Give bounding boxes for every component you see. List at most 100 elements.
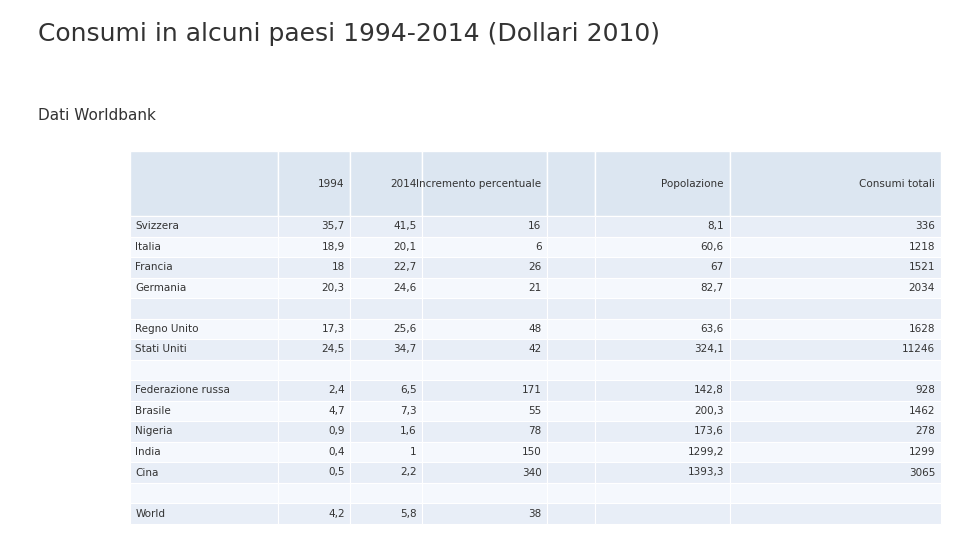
Bar (595, 339, 730, 360)
Text: 324,1: 324,1 (694, 345, 724, 354)
Bar (350, 442, 422, 462)
Bar (350, 151, 422, 216)
Bar (422, 257, 547, 278)
Text: 82,7: 82,7 (701, 283, 724, 293)
Text: 0,9: 0,9 (328, 427, 345, 436)
Text: 1521: 1521 (908, 262, 935, 272)
Text: 340: 340 (521, 468, 541, 477)
Text: 17,3: 17,3 (322, 324, 345, 334)
Bar (595, 278, 730, 298)
Bar (350, 503, 422, 524)
Text: 48: 48 (528, 324, 541, 334)
Bar (278, 151, 350, 216)
Text: 1393,3: 1393,3 (687, 468, 724, 477)
Bar (130, 151, 278, 216)
Text: 2014: 2014 (391, 179, 417, 188)
Bar (350, 462, 422, 483)
Bar (130, 278, 278, 298)
Bar (350, 401, 422, 421)
Bar (350, 278, 422, 298)
Text: 278: 278 (915, 427, 935, 436)
Text: Consumi in alcuni paesi 1994-2014 (Dollari 2010): Consumi in alcuni paesi 1994-2014 (Dolla… (38, 22, 660, 45)
Bar (278, 319, 350, 339)
Bar (730, 298, 941, 319)
Text: 78: 78 (528, 427, 541, 436)
Text: 25,6: 25,6 (394, 324, 417, 334)
Bar (130, 360, 278, 380)
Text: 35,7: 35,7 (322, 221, 345, 231)
Text: 0,4: 0,4 (328, 447, 345, 457)
Bar (730, 483, 941, 503)
Text: 60,6: 60,6 (701, 242, 724, 252)
Bar (278, 216, 350, 237)
Text: 200,3: 200,3 (694, 406, 724, 416)
Bar (278, 257, 350, 278)
Bar (547, 380, 595, 401)
Bar (595, 360, 730, 380)
Text: 11246: 11246 (901, 345, 935, 354)
Bar (350, 298, 422, 319)
Bar (547, 442, 595, 462)
Text: Brasile: Brasile (135, 406, 171, 416)
Text: 1299: 1299 (908, 447, 935, 457)
Text: 2,2: 2,2 (400, 468, 417, 477)
Text: 4,2: 4,2 (328, 509, 345, 518)
Bar (730, 216, 941, 237)
Bar (278, 360, 350, 380)
Text: 26: 26 (528, 262, 541, 272)
Text: 173,6: 173,6 (694, 427, 724, 436)
Bar (730, 401, 941, 421)
Bar (730, 319, 941, 339)
Text: 336: 336 (915, 221, 935, 231)
Bar (547, 483, 595, 503)
Text: 38: 38 (528, 509, 541, 518)
Text: Dati Worldbank: Dati Worldbank (38, 108, 156, 123)
Bar (422, 216, 547, 237)
Bar (422, 319, 547, 339)
Bar (595, 298, 730, 319)
Bar (350, 483, 422, 503)
Bar (730, 237, 941, 257)
Text: 20,3: 20,3 (322, 283, 345, 293)
Bar (130, 503, 278, 524)
Text: 1218: 1218 (908, 242, 935, 252)
Bar (130, 257, 278, 278)
Bar (730, 257, 941, 278)
Text: Svizzera: Svizzera (135, 221, 180, 231)
Text: Consumi totali: Consumi totali (859, 179, 935, 188)
Text: 41,5: 41,5 (394, 221, 417, 231)
Bar (278, 278, 350, 298)
Bar (422, 462, 547, 483)
Text: 0,5: 0,5 (328, 468, 345, 477)
Bar (350, 339, 422, 360)
Bar (547, 151, 595, 216)
Text: Federazione russa: Federazione russa (135, 386, 230, 395)
Bar (130, 421, 278, 442)
Text: 3065: 3065 (909, 468, 935, 477)
Text: 7,3: 7,3 (400, 406, 417, 416)
Bar (422, 380, 547, 401)
Bar (130, 401, 278, 421)
Bar (595, 483, 730, 503)
Text: 63,6: 63,6 (701, 324, 724, 334)
Bar (422, 151, 547, 216)
Text: 142,8: 142,8 (694, 386, 724, 395)
Text: Francia: Francia (135, 262, 173, 272)
Bar (350, 421, 422, 442)
Bar (547, 462, 595, 483)
Bar (130, 319, 278, 339)
Bar (422, 401, 547, 421)
Bar (730, 360, 941, 380)
Text: World: World (135, 509, 165, 518)
Text: 21: 21 (528, 283, 541, 293)
Bar (595, 237, 730, 257)
Text: 1,6: 1,6 (400, 427, 417, 436)
Bar (595, 401, 730, 421)
Text: 22,7: 22,7 (394, 262, 417, 272)
Bar (130, 298, 278, 319)
Bar (547, 503, 595, 524)
Bar (547, 278, 595, 298)
Text: 2034: 2034 (909, 283, 935, 293)
Text: 171: 171 (521, 386, 541, 395)
Text: Germania: Germania (135, 283, 186, 293)
